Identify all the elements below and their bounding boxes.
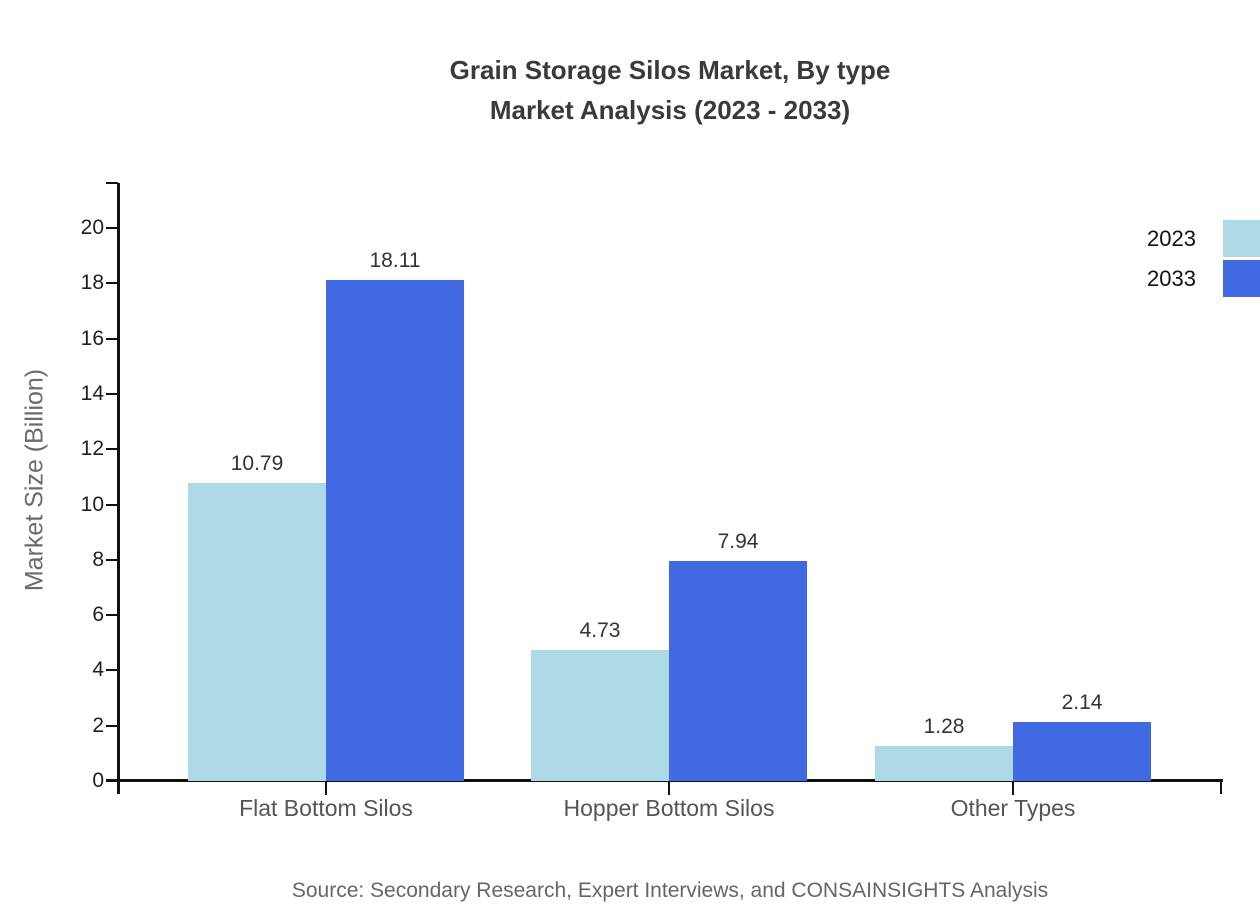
y-tick-label-16: 16 bbox=[80, 327, 104, 350]
category-label-flat-bottom-silos: Flat Bottom Silos bbox=[239, 795, 413, 821]
y-tick-mark-0 bbox=[106, 780, 118, 782]
bar-2023-flat-bottom-silos bbox=[188, 483, 326, 781]
y-tick-label-18: 18 bbox=[80, 271, 104, 294]
y-tick-mark-10 bbox=[106, 504, 118, 506]
value-label-2023-flat-bottom-silos: 10.79 bbox=[230, 452, 284, 475]
y-tick-mark-16 bbox=[106, 338, 118, 340]
x-axis-end-tick bbox=[1220, 781, 1222, 794]
y-tick-label-10: 10 bbox=[80, 493, 104, 516]
y-tick-mark-2 bbox=[106, 725, 118, 727]
y-tick-label-14: 14 bbox=[80, 382, 104, 405]
legend-label-2033: 2033 bbox=[1147, 266, 1196, 291]
category-label-other-types: Other Types bbox=[950, 795, 1076, 821]
bar-2033-other-types bbox=[1013, 722, 1151, 781]
chart-title: Grain Storage Silos Market, By type Mark… bbox=[80, 50, 1260, 130]
y-tick-mark-4 bbox=[106, 669, 118, 671]
y-tick-mark-6 bbox=[106, 614, 118, 616]
y-tick-label-4: 4 bbox=[92, 658, 104, 681]
y-axis-line bbox=[117, 183, 120, 794]
legend-label-2023: 2023 bbox=[1147, 226, 1196, 251]
bar-2023-hopper-bottom-silos bbox=[531, 650, 669, 781]
chart-title-line1: Grain Storage Silos Market, By type bbox=[449, 55, 891, 85]
y-tick-label-8: 8 bbox=[92, 548, 104, 571]
value-label-2033-flat-bottom-silos: 18.11 bbox=[369, 249, 421, 272]
x-tick-mark-hopper-bottom-silos bbox=[668, 781, 670, 795]
x-tick-mark-other-types bbox=[1012, 781, 1014, 795]
legend-swatch-2023 bbox=[1223, 220, 1260, 257]
y-tick-mark-8 bbox=[106, 559, 118, 561]
value-label-2023-other-types: 1.28 bbox=[923, 715, 965, 738]
bar-2033-flat-bottom-silos bbox=[326, 280, 464, 781]
bar-2033-hopper-bottom-silos bbox=[669, 561, 807, 781]
y-tick-mark-14 bbox=[106, 393, 118, 395]
y-axis-end-tick bbox=[106, 182, 118, 184]
y-tick-label-6: 6 bbox=[92, 603, 104, 626]
y-tick-label-0: 0 bbox=[92, 769, 104, 792]
bar-2023-other-types bbox=[875, 746, 1013, 781]
y-tick-label-20: 20 bbox=[80, 216, 104, 239]
x-tick-mark-flat-bottom-silos bbox=[325, 781, 327, 795]
y-tick-mark-20 bbox=[106, 227, 118, 229]
y-tick-mark-18 bbox=[106, 282, 118, 284]
chart-title-line2: Market Analysis (2023 - 2033) bbox=[489, 95, 851, 125]
value-label-2033-other-types: 2.14 bbox=[1061, 691, 1103, 714]
value-label-2023-hopper-bottom-silos: 4.73 bbox=[579, 619, 621, 642]
legend-swatch-2033 bbox=[1223, 260, 1260, 297]
y-tick-label-2: 2 bbox=[92, 714, 104, 737]
y-tick-mark-12 bbox=[106, 448, 118, 450]
category-label-hopper-bottom-silos: Hopper Bottom Silos bbox=[563, 795, 775, 821]
value-label-2033-hopper-bottom-silos: 7.94 bbox=[717, 530, 759, 553]
source-text: Source: Secondary Research, Expert Inter… bbox=[291, 879, 1049, 902]
y-tick-label-12: 12 bbox=[80, 437, 104, 460]
